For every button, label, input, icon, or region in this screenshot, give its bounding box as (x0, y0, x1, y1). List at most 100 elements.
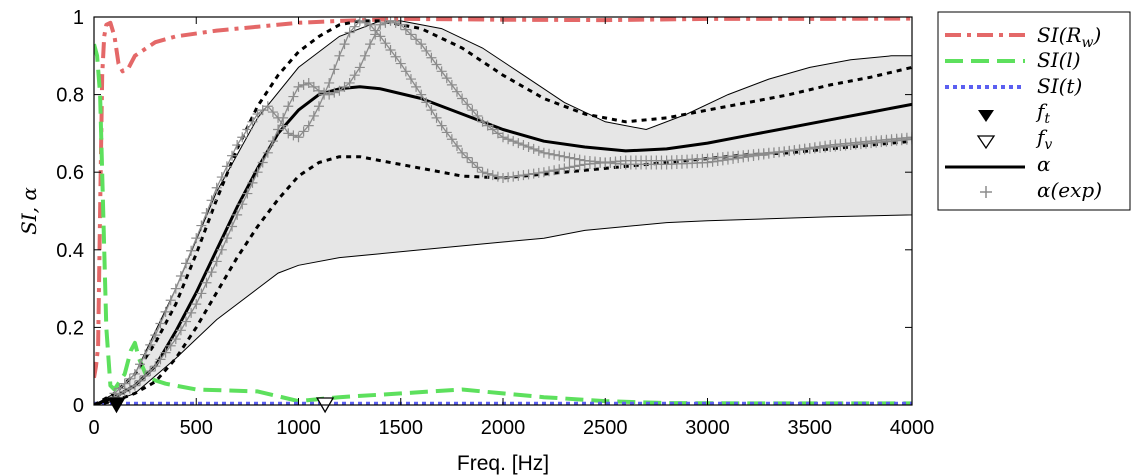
exp-point (523, 169, 534, 180)
exp-point (457, 147, 468, 158)
axis-ticks (93, 16, 913, 406)
exp-point (574, 154, 585, 165)
x-tick-label: 1000 (276, 417, 321, 439)
exp-point (206, 267, 217, 278)
exp-point (779, 146, 790, 157)
legend-label-alpha-exp: α(exp) (1037, 178, 1102, 202)
exp-point (477, 116, 488, 127)
exp-point (559, 163, 570, 174)
y-axis-title: SI, α (17, 187, 41, 235)
x-tick-label: 3500 (788, 417, 833, 439)
exp-point (359, 17, 370, 28)
exp-point (135, 375, 146, 386)
exp-point (201, 207, 212, 218)
exp-point (380, 38, 391, 49)
legend-swatch-alpha-exp (980, 186, 992, 198)
y-tick-label: 0.6 (56, 162, 84, 184)
exp-point (160, 347, 171, 358)
exp-point (482, 168, 493, 179)
exp-point (216, 172, 227, 183)
exp-point (237, 199, 248, 210)
y-tick-label: 1 (73, 7, 84, 29)
x-tick-label: 1500 (379, 417, 424, 439)
exp-point (252, 109, 263, 119)
legend-swatch-fv (976, 135, 996, 150)
exp-point (267, 136, 278, 147)
exp-point (416, 39, 427, 50)
series-line-3 (94, 85, 912, 405)
exp-point (508, 136, 519, 147)
exp-point (247, 177, 258, 188)
exp-point (170, 334, 181, 345)
exp-point (267, 107, 278, 118)
exp-point (365, 39, 376, 50)
exp-point (446, 134, 457, 145)
exp-point (155, 354, 166, 365)
legend-label-ft-sub: t (1044, 111, 1050, 127)
exp-point (349, 21, 360, 32)
exp-point (375, 19, 386, 30)
exp-point (390, 51, 401, 62)
exp-point (421, 97, 432, 108)
exp-point (421, 45, 432, 56)
exp-point (487, 170, 498, 181)
exp-point (538, 147, 549, 158)
exp-point (743, 151, 754, 162)
exp-point (544, 148, 555, 159)
exp-point (196, 220, 207, 231)
x-tick-label: 2500 (583, 417, 628, 439)
exp-point (140, 349, 151, 360)
exp-point (549, 165, 560, 176)
exp-point (523, 141, 534, 152)
series-line-1 (94, 43, 912, 405)
legend-label-si-rw-sub: w (1081, 35, 1093, 51)
exp-point (186, 307, 197, 318)
exp-point (354, 62, 365, 73)
exp-point (426, 52, 437, 63)
exp-point (155, 318, 166, 329)
exp-point (298, 126, 309, 137)
exp-point (462, 99, 473, 110)
exp-point (221, 233, 232, 244)
legend-label-si-rw: SI(Rw) (1037, 23, 1101, 51)
exp-point (186, 245, 197, 256)
exp-point (774, 147, 785, 158)
exp-point (508, 171, 519, 182)
exp-point (262, 101, 273, 112)
exp-point (191, 299, 202, 310)
exp-point (477, 167, 488, 178)
exp-point (221, 161, 232, 172)
exp-point (717, 155, 728, 166)
exp-point (211, 182, 222, 193)
exp-point (451, 141, 462, 152)
legend-label-alpha: α (1037, 152, 1051, 176)
exp-point (293, 132, 304, 143)
exp-point (503, 134, 514, 145)
exp-point (181, 258, 192, 269)
exp-point (262, 147, 273, 158)
exp-point (482, 120, 493, 131)
exp-point (405, 29, 416, 40)
exp-point (441, 73, 452, 84)
exp-point (257, 105, 268, 116)
legend-label-si-t: SI(t) (1037, 74, 1082, 98)
exp-point (426, 105, 437, 116)
x-tick-label: 500 (180, 417, 213, 439)
exp-point (303, 77, 314, 88)
exp-point (492, 171, 503, 182)
y-tick-labels: 0 0.2 0.4 0.6 0.8 1 (56, 7, 84, 417)
legend-box (937, 11, 1131, 211)
exp-point (753, 150, 764, 161)
x-axis-title: Freq. [Hz] (457, 452, 549, 475)
legend-label-si-rw-close: ) (1092, 23, 1101, 47)
exp-point (457, 93, 468, 104)
exp-point (140, 370, 151, 381)
legend: SI(Rw) SI(l) SI(t) ft fv α α(exp) (937, 11, 1131, 211)
exp-point (124, 383, 135, 394)
exp-point (329, 64, 340, 75)
exp-point (191, 233, 202, 244)
exp-point (181, 316, 192, 327)
exp-point (528, 143, 539, 154)
exp-point (375, 31, 386, 42)
exp-point (370, 29, 381, 40)
